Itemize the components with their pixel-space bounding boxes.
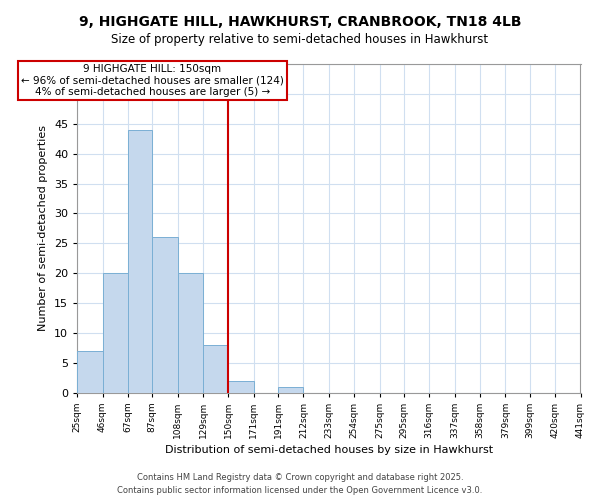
Bar <box>128 130 152 392</box>
Text: 9, HIGHGATE HILL, HAWKHURST, CRANBROOK, TN18 4LB: 9, HIGHGATE HILL, HAWKHURST, CRANBROOK, … <box>79 15 521 29</box>
Bar <box>103 273 128 392</box>
Bar <box>77 351 103 393</box>
Text: Size of property relative to semi-detached houses in Hawkhurst: Size of property relative to semi-detach… <box>112 32 488 46</box>
Y-axis label: Number of semi-detached properties: Number of semi-detached properties <box>38 126 49 332</box>
Bar <box>229 380 254 392</box>
Text: Contains HM Land Registry data © Crown copyright and database right 2025.
Contai: Contains HM Land Registry data © Crown c… <box>118 474 482 495</box>
Bar <box>203 345 229 393</box>
Bar <box>278 386 304 392</box>
Bar <box>178 273 203 392</box>
Bar <box>152 238 178 392</box>
X-axis label: Distribution of semi-detached houses by size in Hawkhurst: Distribution of semi-detached houses by … <box>165 445 493 455</box>
Text: 9 HIGHGATE HILL: 150sqm
← 96% of semi-detached houses are smaller (124)
4% of se: 9 HIGHGATE HILL: 150sqm ← 96% of semi-de… <box>21 64 284 97</box>
